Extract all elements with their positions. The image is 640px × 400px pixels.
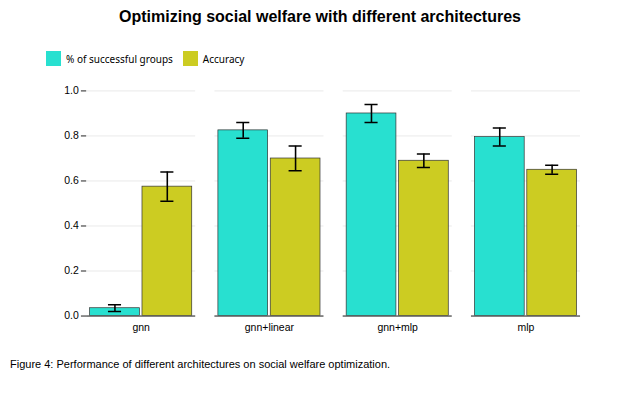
svg-text:0.6: 0.6 — [64, 175, 79, 186]
html-text:Figure 4: Performance of diffe: Figure 4: Performance of different archi… — [10, 357, 391, 370]
svg-text:1.0: 1.0 — [64, 85, 79, 96]
svg-text:gnn+linear: gnn+linear — [245, 322, 295, 333]
html-text:% of successful groups: % of successful groups — [66, 51, 173, 66]
svg-text:gnn+mlp: gnn+mlp — [377, 322, 418, 333]
svg-text:0.0: 0.0 — [64, 310, 79, 321]
html-text:Optimizing social welfare with: Optimizing social welfare with different… — [119, 8, 521, 25]
html-text:Accuracy: Accuracy — [202, 51, 245, 66]
svg-text:0.4: 0.4 — [64, 220, 79, 231]
svg-text:0.2: 0.2 — [64, 265, 79, 276]
svg-text:gnn: gnn — [132, 322, 150, 333]
svg-text:mlp: mlp — [517, 322, 534, 333]
svg-text:0.8: 0.8 — [64, 130, 79, 141]
